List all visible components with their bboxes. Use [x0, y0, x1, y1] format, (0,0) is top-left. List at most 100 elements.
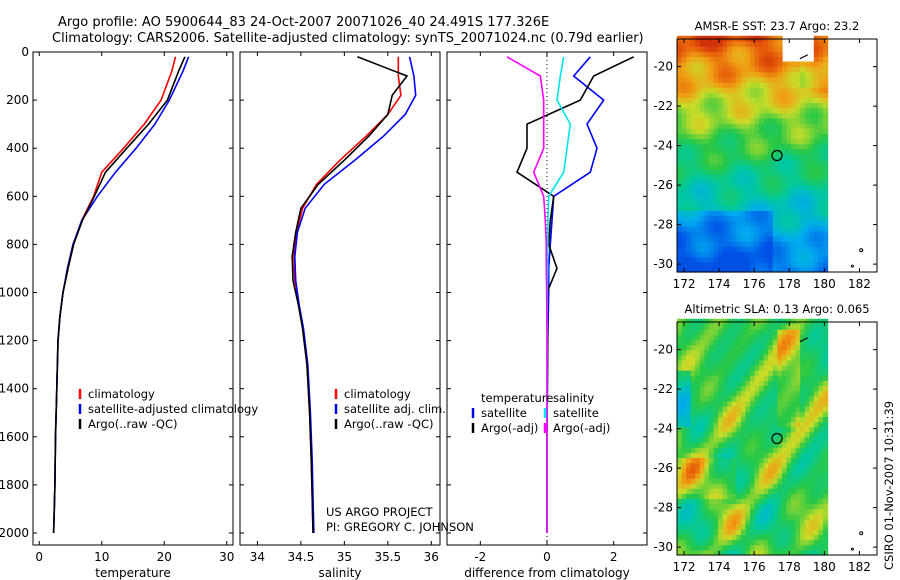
map-cell: [686, 241, 692, 247]
map-cell: [791, 225, 797, 232]
map-cell: [823, 76, 829, 83]
map-cell: [681, 256, 687, 263]
map-cell: [745, 189, 751, 196]
map-cell: [795, 401, 801, 407]
map-cell: [727, 329, 733, 335]
map-cell: [718, 339, 724, 346]
map-cell: [704, 513, 710, 520]
map-cell: [791, 431, 797, 438]
map-cell: [722, 200, 728, 206]
map-cell: [809, 524, 815, 530]
map-cell: [786, 210, 792, 217]
map-cell: [813, 390, 819, 397]
map-cell: [813, 184, 819, 191]
map-cell: [795, 261, 801, 268]
sla-xtick-label: 172: [673, 560, 696, 574]
map-cell: [763, 365, 769, 371]
map-cell: [686, 97, 692, 104]
map-cell: [804, 375, 810, 381]
map-cell: [722, 349, 728, 356]
map-cell: [718, 174, 724, 181]
map-cell: [718, 159, 724, 165]
map-cell: [763, 189, 769, 196]
map-cell: [708, 421, 715, 428]
map-cell: [677, 411, 683, 417]
map-cell: [781, 143, 788, 150]
map-cell: [781, 97, 788, 104]
map-cell: [727, 359, 733, 366]
map-cell: [731, 133, 737, 140]
map-cell: [777, 241, 783, 247]
map-cell: [740, 334, 747, 340]
map-cell: [736, 261, 742, 268]
map-cell: [745, 416, 751, 423]
map-cell: [795, 159, 801, 165]
map-cell: [786, 534, 792, 541]
map-cell: [813, 421, 819, 428]
map-cell: [722, 71, 728, 78]
map-cell: [823, 365, 829, 371]
map-cell: [800, 76, 806, 83]
map-cell: [763, 225, 769, 232]
map-cell: [809, 133, 815, 140]
map-cell: [722, 411, 728, 417]
map-cell: [818, 246, 824, 252]
map-cell: [736, 251, 742, 258]
map-cell: [818, 133, 824, 140]
map-cell: [800, 153, 806, 160]
map-cell: [768, 118, 774, 124]
map-cell: [763, 370, 769, 376]
map-cell: [818, 380, 824, 387]
temperature-xlabel: temperature: [95, 566, 170, 580]
map-cell: [777, 370, 783, 376]
map-cell: [699, 102, 705, 109]
map-cell: [718, 513, 724, 520]
map-cell: [736, 61, 742, 68]
map-cell: [786, 102, 792, 109]
map-cell: [823, 215, 829, 222]
map-cell: [677, 370, 683, 376]
map-cell: [804, 493, 810, 500]
map-cell: [781, 503, 788, 510]
map-cell: [804, 92, 810, 98]
map-cell: [727, 411, 733, 417]
map-cell: [708, 118, 715, 124]
map-cell: [736, 123, 742, 129]
map-cell: [745, 210, 751, 217]
map-cell: [777, 159, 783, 165]
map-cell: [754, 92, 760, 98]
map-cell: [800, 529, 806, 535]
map-cell: [731, 251, 737, 258]
map-cell: [745, 174, 751, 181]
map-cell: [823, 261, 829, 268]
map-cell: [804, 329, 810, 335]
map-cell: [681, 365, 687, 371]
map-cell: [713, 266, 719, 273]
map-cell: [813, 169, 819, 175]
map-cell: [804, 416, 810, 423]
map-cell: [768, 138, 774, 145]
map-cell: [727, 488, 733, 494]
map-cell: [791, 385, 797, 392]
map-cell: [731, 426, 737, 433]
map-cell: [768, 128, 774, 134]
map-cell: [813, 200, 819, 206]
map-cell: [804, 256, 810, 263]
map-cell: [795, 169, 801, 175]
map-cell: [804, 457, 810, 464]
map-cell: [722, 256, 728, 263]
map-cell: [777, 380, 783, 387]
map-cell: [736, 246, 742, 252]
map-cell: [727, 195, 733, 201]
map-cell: [768, 266, 774, 273]
map-cell: [699, 498, 705, 505]
map-cell: [718, 431, 724, 438]
map-cell: [759, 390, 765, 397]
map-cell: [699, 334, 705, 340]
map-cell: [813, 251, 819, 258]
map-cell: [695, 164, 701, 170]
map-cell: [800, 61, 806, 68]
map-cell: [677, 87, 683, 93]
sst-xtick-label: 182: [848, 277, 871, 291]
map-cell: [768, 334, 774, 340]
